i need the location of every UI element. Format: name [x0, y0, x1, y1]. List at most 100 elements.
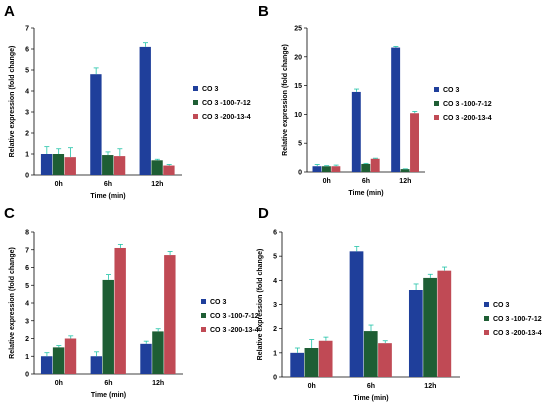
legend-label: CO 3 -100-7-12 [493, 316, 542, 323]
bar-c-6h-s3 [114, 247, 126, 374]
y-tick-label: 20 [294, 54, 302, 61]
legend-swatch [193, 100, 198, 105]
y-tick-label: 4 [273, 278, 277, 285]
panel-label: C [4, 205, 15, 222]
legend-label: CO 3 -200-13-4 [210, 327, 259, 334]
y-tick-label: 6 [25, 47, 29, 54]
y-tick-label: 5 [25, 283, 29, 290]
x-axis-label: Time (min) [348, 190, 383, 197]
bar-c-0h-s2 [52, 347, 65, 374]
bar-d-0h-s2 [304, 348, 319, 377]
legend-swatch [201, 299, 206, 304]
y-tick-label: 4 [25, 301, 29, 308]
legend-label: CO 3 -100-7-12 [202, 100, 251, 107]
bar-c-0h-s1 [40, 356, 53, 374]
bar-a-0h-s1 [40, 154, 53, 175]
bar-a-12h-s3 [163, 165, 175, 175]
y-tick-label: 25 [294, 26, 302, 33]
legend-swatch [484, 302, 489, 307]
bar-c-12h-s3 [164, 255, 176, 374]
y-tick-label: 2 [273, 326, 277, 333]
x-axis-label: Time (min) [90, 193, 125, 200]
legend-swatch [193, 114, 198, 119]
bar-d-12h-s1 [408, 290, 423, 377]
x-tick-label: 0h [55, 181, 63, 188]
y-tick-label: 5 [273, 254, 277, 261]
panel-c: C 0 1 2 3 4 5 6 7 8 Relative expression (fold chan… [4, 205, 259, 399]
x-tick-label: 12h [399, 178, 411, 185]
x-tick-label: 12h [151, 181, 163, 188]
y-tick-label: 0 [25, 173, 29, 180]
x-tick-label: 12h [424, 383, 436, 390]
legend-swatch [201, 327, 206, 332]
x-tick-label: 6h [362, 178, 370, 185]
y-axis-label: Relative expression (fold change) [9, 247, 16, 359]
y-tick-label: 8 [25, 230, 29, 237]
y-tick-label: 3 [273, 302, 277, 309]
panel-label: D [258, 205, 269, 222]
bar-c-0h-s3 [64, 338, 77, 374]
bar-d-6h-s2 [363, 331, 378, 377]
y-tick-label: 5 [25, 68, 29, 75]
y-tick-label: 2 [25, 131, 29, 138]
legend-swatch [201, 313, 206, 318]
bar-c-6h-s2 [102, 279, 114, 374]
x-tick-label: 6h [367, 383, 375, 390]
x-tick-label: 6h [104, 181, 112, 188]
bar-d-0h-s1 [290, 352, 305, 377]
x-axis-label: Time (min) [353, 395, 388, 402]
y-tick-label: 3 [25, 318, 29, 325]
y-tick-label: 0 [298, 170, 302, 177]
bar-a-12h-s1 [139, 46, 151, 176]
bar-a-0h-s3 [64, 157, 76, 175]
y-tick-label: 4 [25, 89, 29, 96]
legend-swatch [484, 316, 489, 321]
x-tick-label: 6h [104, 380, 112, 387]
y-tick-label: 1 [25, 152, 29, 159]
y-axis-label: Relative expression (fold change) [257, 249, 264, 361]
bar-b-6h-s1 [351, 91, 361, 172]
y-tick-label: 3 [25, 110, 29, 117]
y-tick-label: 0 [25, 372, 29, 379]
bar-d-6h-s3 [378, 343, 392, 377]
legend-swatch [193, 86, 198, 91]
bar-d-12h-s3 [437, 270, 452, 377]
legend-label: CO 3 -100-7-12 [443, 101, 492, 108]
y-tick-label: 7 [25, 247, 29, 254]
y-tick-label: 1 [25, 354, 29, 361]
bar-c-12h-s1 [140, 343, 152, 374]
bar-b-0h-s3 [331, 166, 341, 172]
y-tick-label: 1 [273, 350, 277, 357]
bar-c-12h-s2 [152, 331, 164, 374]
bar-a-6h-s2 [102, 155, 114, 175]
legend-label: CO 3 [443, 87, 459, 94]
y-tick-label: 5 [298, 141, 302, 148]
legend-label: CO 3 [202, 86, 218, 93]
legend-swatch [434, 115, 439, 120]
y-tick-label: 2 [25, 336, 29, 343]
bar-a-6h-s3 [113, 156, 126, 175]
panel-label: B [258, 3, 269, 20]
legend-swatch [434, 101, 439, 106]
bar-a-0h-s2 [52, 154, 65, 175]
y-axis-label: Relative expression (fold change) [9, 46, 16, 158]
y-axis-label: Relative expression (fold change) [282, 44, 289, 156]
panel-b: B 0 5 10 15 20 25 Relative expression (fold cha… [258, 3, 492, 197]
bar-b-6h-s2 [361, 163, 371, 172]
bar-b-6h-s3 [370, 158, 380, 172]
bar-c-6h-s1 [90, 356, 103, 374]
bar-b-0h-s1 [312, 166, 322, 172]
legend-label: CO 3 -100-7-12 [210, 313, 259, 320]
y-tick-label: 15 [294, 83, 302, 90]
bar-b-0h-s2 [321, 166, 331, 172]
x-tick-label: 0h [323, 178, 331, 185]
x-tick-label: 12h [152, 380, 164, 387]
x-tick-label: 0h [55, 380, 63, 387]
panel-d: D 0 1 2 3 4 5 6 Relative expression (fold change… [257, 205, 542, 402]
y-tick-label: 10 [294, 112, 302, 119]
x-axis-label: Time (min) [91, 392, 126, 399]
legend-label: CO 3 [493, 302, 509, 309]
bar-b-12h-s2 [400, 169, 410, 172]
bar-d-0h-s3 [318, 340, 333, 377]
